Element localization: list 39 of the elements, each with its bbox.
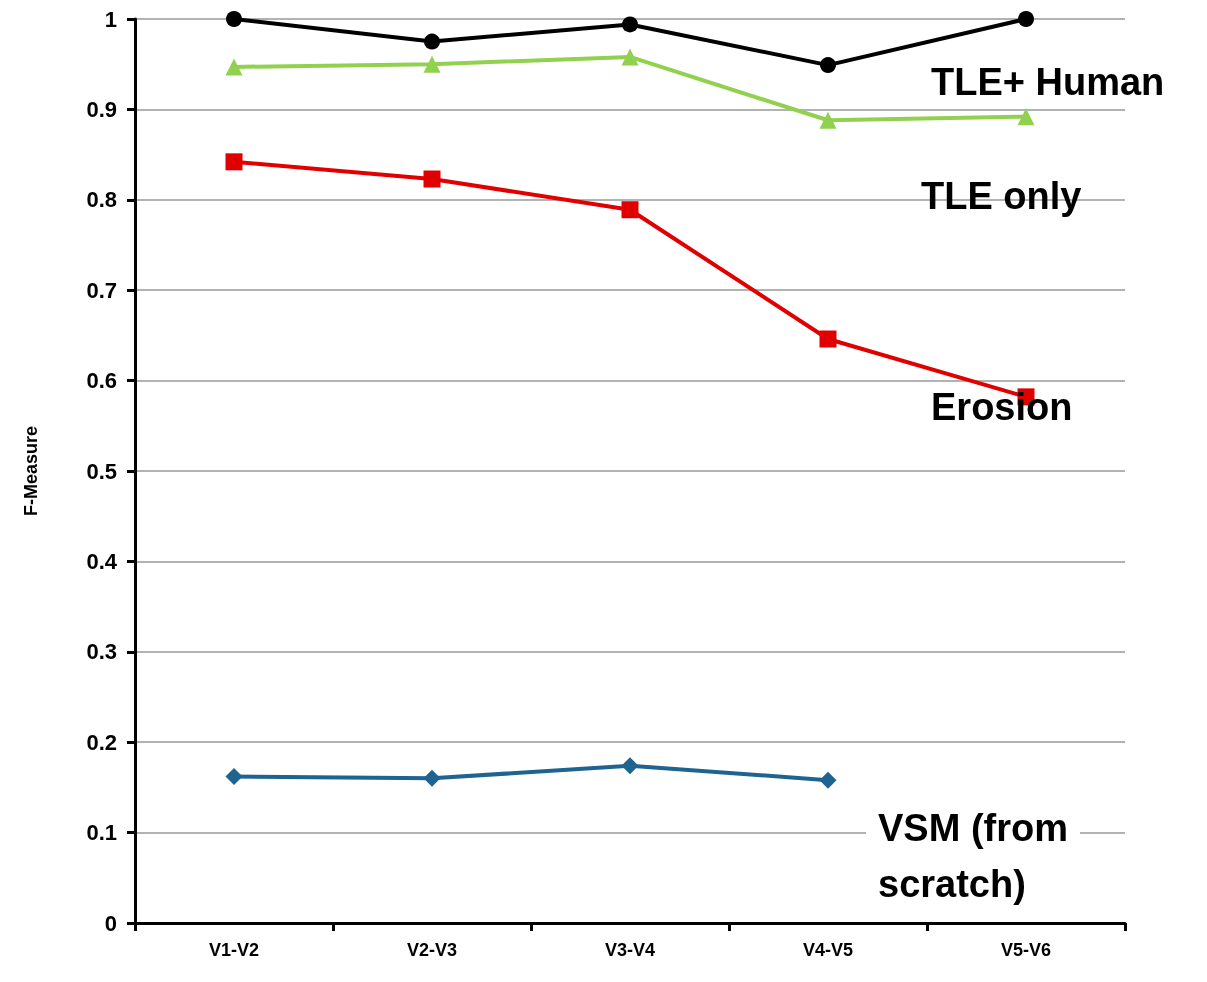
y-tick-label: 0.3 — [86, 639, 117, 665]
point — [819, 111, 837, 129]
y-tick-label: 0.1 — [86, 820, 117, 846]
x-tick-label: V5-V6 — [1000, 940, 1052, 960]
point — [423, 55, 441, 73]
y-axis-title: F-Measure — [21, 425, 41, 517]
point — [225, 153, 243, 171]
point — [226, 11, 242, 27]
series-label: Erosion — [931, 386, 1073, 428]
y-tick-label: 0.2 — [86, 729, 117, 755]
x-tick-label: V1-V2 — [208, 940, 260, 960]
point — [225, 768, 243, 786]
y-tick-label: 0.5 — [86, 458, 117, 484]
x-tick-label: V3-V4 — [604, 940, 656, 960]
point — [621, 201, 639, 219]
y-tick-label: 1 — [104, 6, 117, 32]
point — [1017, 108, 1035, 126]
y-tick-label: 0.8 — [86, 187, 117, 213]
point — [621, 48, 639, 66]
point — [819, 330, 837, 348]
point — [1018, 11, 1034, 27]
series-label: TLE+ Human — [931, 61, 1165, 103]
point — [424, 33, 440, 50]
x-tick-label: V2-V3 — [406, 940, 458, 960]
point — [225, 58, 243, 76]
point — [819, 771, 837, 789]
x-tick-label: V4-V5 — [802, 940, 854, 960]
series-label: TLE only — [921, 175, 1082, 217]
y-tick-label: 0.7 — [86, 277, 117, 303]
y-tick-label: 0 — [104, 910, 117, 936]
y-tick-label: 0.6 — [86, 368, 117, 394]
series-label: VSM (from scratch) — [878, 807, 1068, 905]
point — [423, 170, 441, 188]
point — [423, 769, 441, 787]
point — [622, 16, 638, 33]
point — [621, 757, 639, 775]
y-tick-label: 0.9 — [86, 96, 117, 122]
point — [820, 57, 836, 74]
y-tick-label: 0.4 — [86, 548, 118, 574]
